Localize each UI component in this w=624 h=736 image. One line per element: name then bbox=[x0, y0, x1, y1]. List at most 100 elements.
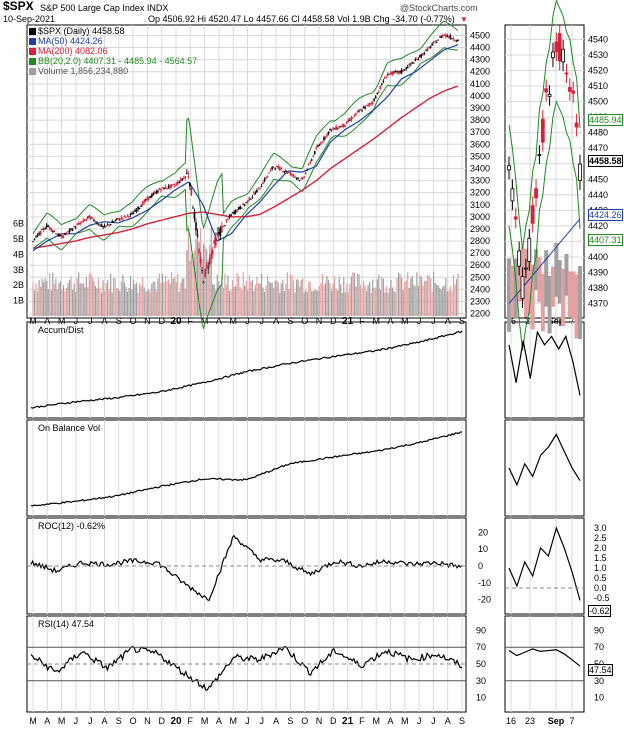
x-tick-label-bottom: D bbox=[158, 716, 165, 726]
volume-bar bbox=[166, 281, 168, 316]
candle-body bbox=[329, 128, 331, 131]
volume-bar bbox=[367, 284, 369, 316]
volume-bar bbox=[411, 275, 413, 316]
roc-y-tick-label: -20 bbox=[478, 595, 491, 605]
price-y-tick-label: 3000 bbox=[470, 212, 490, 222]
volume-bar bbox=[300, 280, 302, 316]
candle-body bbox=[176, 181, 179, 185]
ohlc-text: Op 4506.92 Hi 4520.47 Lo 4457.66 Cl 4458… bbox=[148, 14, 455, 24]
candle-body bbox=[134, 209, 136, 212]
x-tick-label-top: J bbox=[260, 316, 265, 326]
x-tick-label-top: A bbox=[445, 316, 451, 326]
candle-body bbox=[208, 257, 211, 265]
candle-body bbox=[55, 233, 57, 235]
candle-body bbox=[253, 192, 255, 194]
volume-bar bbox=[346, 283, 348, 316]
x-tick-label-top: N bbox=[144, 316, 151, 326]
volume-bar bbox=[113, 277, 115, 316]
volume-bar bbox=[312, 291, 314, 316]
volume-bar bbox=[338, 276, 340, 316]
candle-body bbox=[349, 119, 351, 121]
volume-bar bbox=[288, 289, 290, 316]
candle-body bbox=[413, 62, 415, 64]
candle-body bbox=[288, 172, 290, 174]
volume-bar bbox=[347, 292, 349, 316]
x-tick-label-bottom: A bbox=[216, 716, 222, 726]
price-y-tick-label: 4200 bbox=[470, 67, 490, 77]
candle-body bbox=[403, 69, 406, 71]
candle-body bbox=[443, 34, 446, 36]
candle-body bbox=[76, 224, 78, 226]
volume-bar bbox=[62, 285, 65, 316]
candle-body bbox=[231, 212, 234, 214]
volume-bar bbox=[355, 286, 357, 316]
price-y-tick-label: 2500 bbox=[470, 272, 490, 282]
x-tick-label-bottom: 20 bbox=[170, 716, 182, 727]
candle-body bbox=[41, 229, 43, 231]
zoom-bb-upper bbox=[508, 0, 581, 250]
candle-body bbox=[318, 144, 321, 146]
rsi-title: RSI(14) 47.54 bbox=[38, 619, 95, 629]
candle-body bbox=[179, 178, 182, 182]
price-y-tick-label: 2800 bbox=[470, 236, 490, 246]
volume-bar bbox=[46, 280, 48, 316]
candle-body bbox=[239, 206, 241, 209]
candle-body bbox=[122, 217, 124, 220]
candle-body bbox=[39, 230, 42, 235]
volume-bar bbox=[216, 274, 218, 316]
volume-bar bbox=[103, 290, 106, 316]
candle-body bbox=[207, 267, 209, 269]
candle-body bbox=[289, 172, 292, 175]
candle-body bbox=[269, 169, 272, 171]
x-tick-label-top: F bbox=[359, 316, 365, 326]
candle-body bbox=[297, 178, 299, 180]
candle-body bbox=[172, 184, 174, 186]
price-panel-frame bbox=[26, 24, 467, 319]
volume-bar bbox=[260, 273, 263, 316]
volume-bar bbox=[254, 284, 257, 316]
volume-bar bbox=[59, 281, 62, 316]
candle-body bbox=[265, 177, 267, 179]
legend-ma50-swatch bbox=[29, 38, 36, 45]
volume-bar bbox=[401, 277, 403, 316]
candle-body bbox=[451, 38, 453, 40]
volume-bar bbox=[335, 288, 337, 316]
volume-bar bbox=[107, 280, 109, 316]
price-y-tick-label: 4400 bbox=[470, 43, 490, 53]
candle-body bbox=[333, 128, 336, 130]
volume-bar bbox=[43, 282, 45, 316]
x-tick-label-bottom: D bbox=[330, 716, 337, 726]
volume-bar bbox=[207, 259, 209, 316]
x-tick-label-top: M bbox=[58, 316, 66, 326]
price-y-tick-label: 4100 bbox=[470, 79, 490, 89]
candle-body bbox=[152, 193, 155, 196]
candle-body bbox=[298, 180, 301, 182]
candle-body bbox=[106, 224, 109, 226]
volume-bar bbox=[97, 278, 100, 316]
candle-body bbox=[431, 43, 433, 46]
volume-bar bbox=[70, 276, 72, 316]
x-tick-label-bottom: J bbox=[260, 716, 265, 726]
volume-bar bbox=[218, 281, 220, 316]
candle-body bbox=[245, 202, 248, 204]
candle-body bbox=[173, 185, 176, 187]
zoom-candle-body bbox=[517, 250, 522, 267]
volume-bar bbox=[75, 291, 77, 316]
x-tick-label-top: M bbox=[229, 316, 237, 326]
candle-body bbox=[138, 207, 141, 209]
candle-body bbox=[73, 226, 75, 228]
zoom-candle-body bbox=[537, 154, 542, 156]
x-tick-label-top: J bbox=[245, 316, 250, 326]
candle-body bbox=[272, 166, 275, 168]
volume-bar bbox=[245, 280, 247, 316]
candle-body bbox=[452, 38, 455, 40]
zoom-volume-bar bbox=[554, 242, 559, 297]
candle-body bbox=[382, 80, 385, 83]
zoom-y-tick-label: 4520 bbox=[588, 66, 608, 76]
volume-bar bbox=[209, 244, 211, 316]
volume-bar bbox=[53, 283, 55, 316]
legend-ma200-swatch bbox=[29, 48, 36, 55]
volume-bar bbox=[213, 284, 215, 316]
zoom-y-tick-label: 4380 bbox=[588, 283, 608, 293]
volume-bar bbox=[79, 283, 81, 316]
